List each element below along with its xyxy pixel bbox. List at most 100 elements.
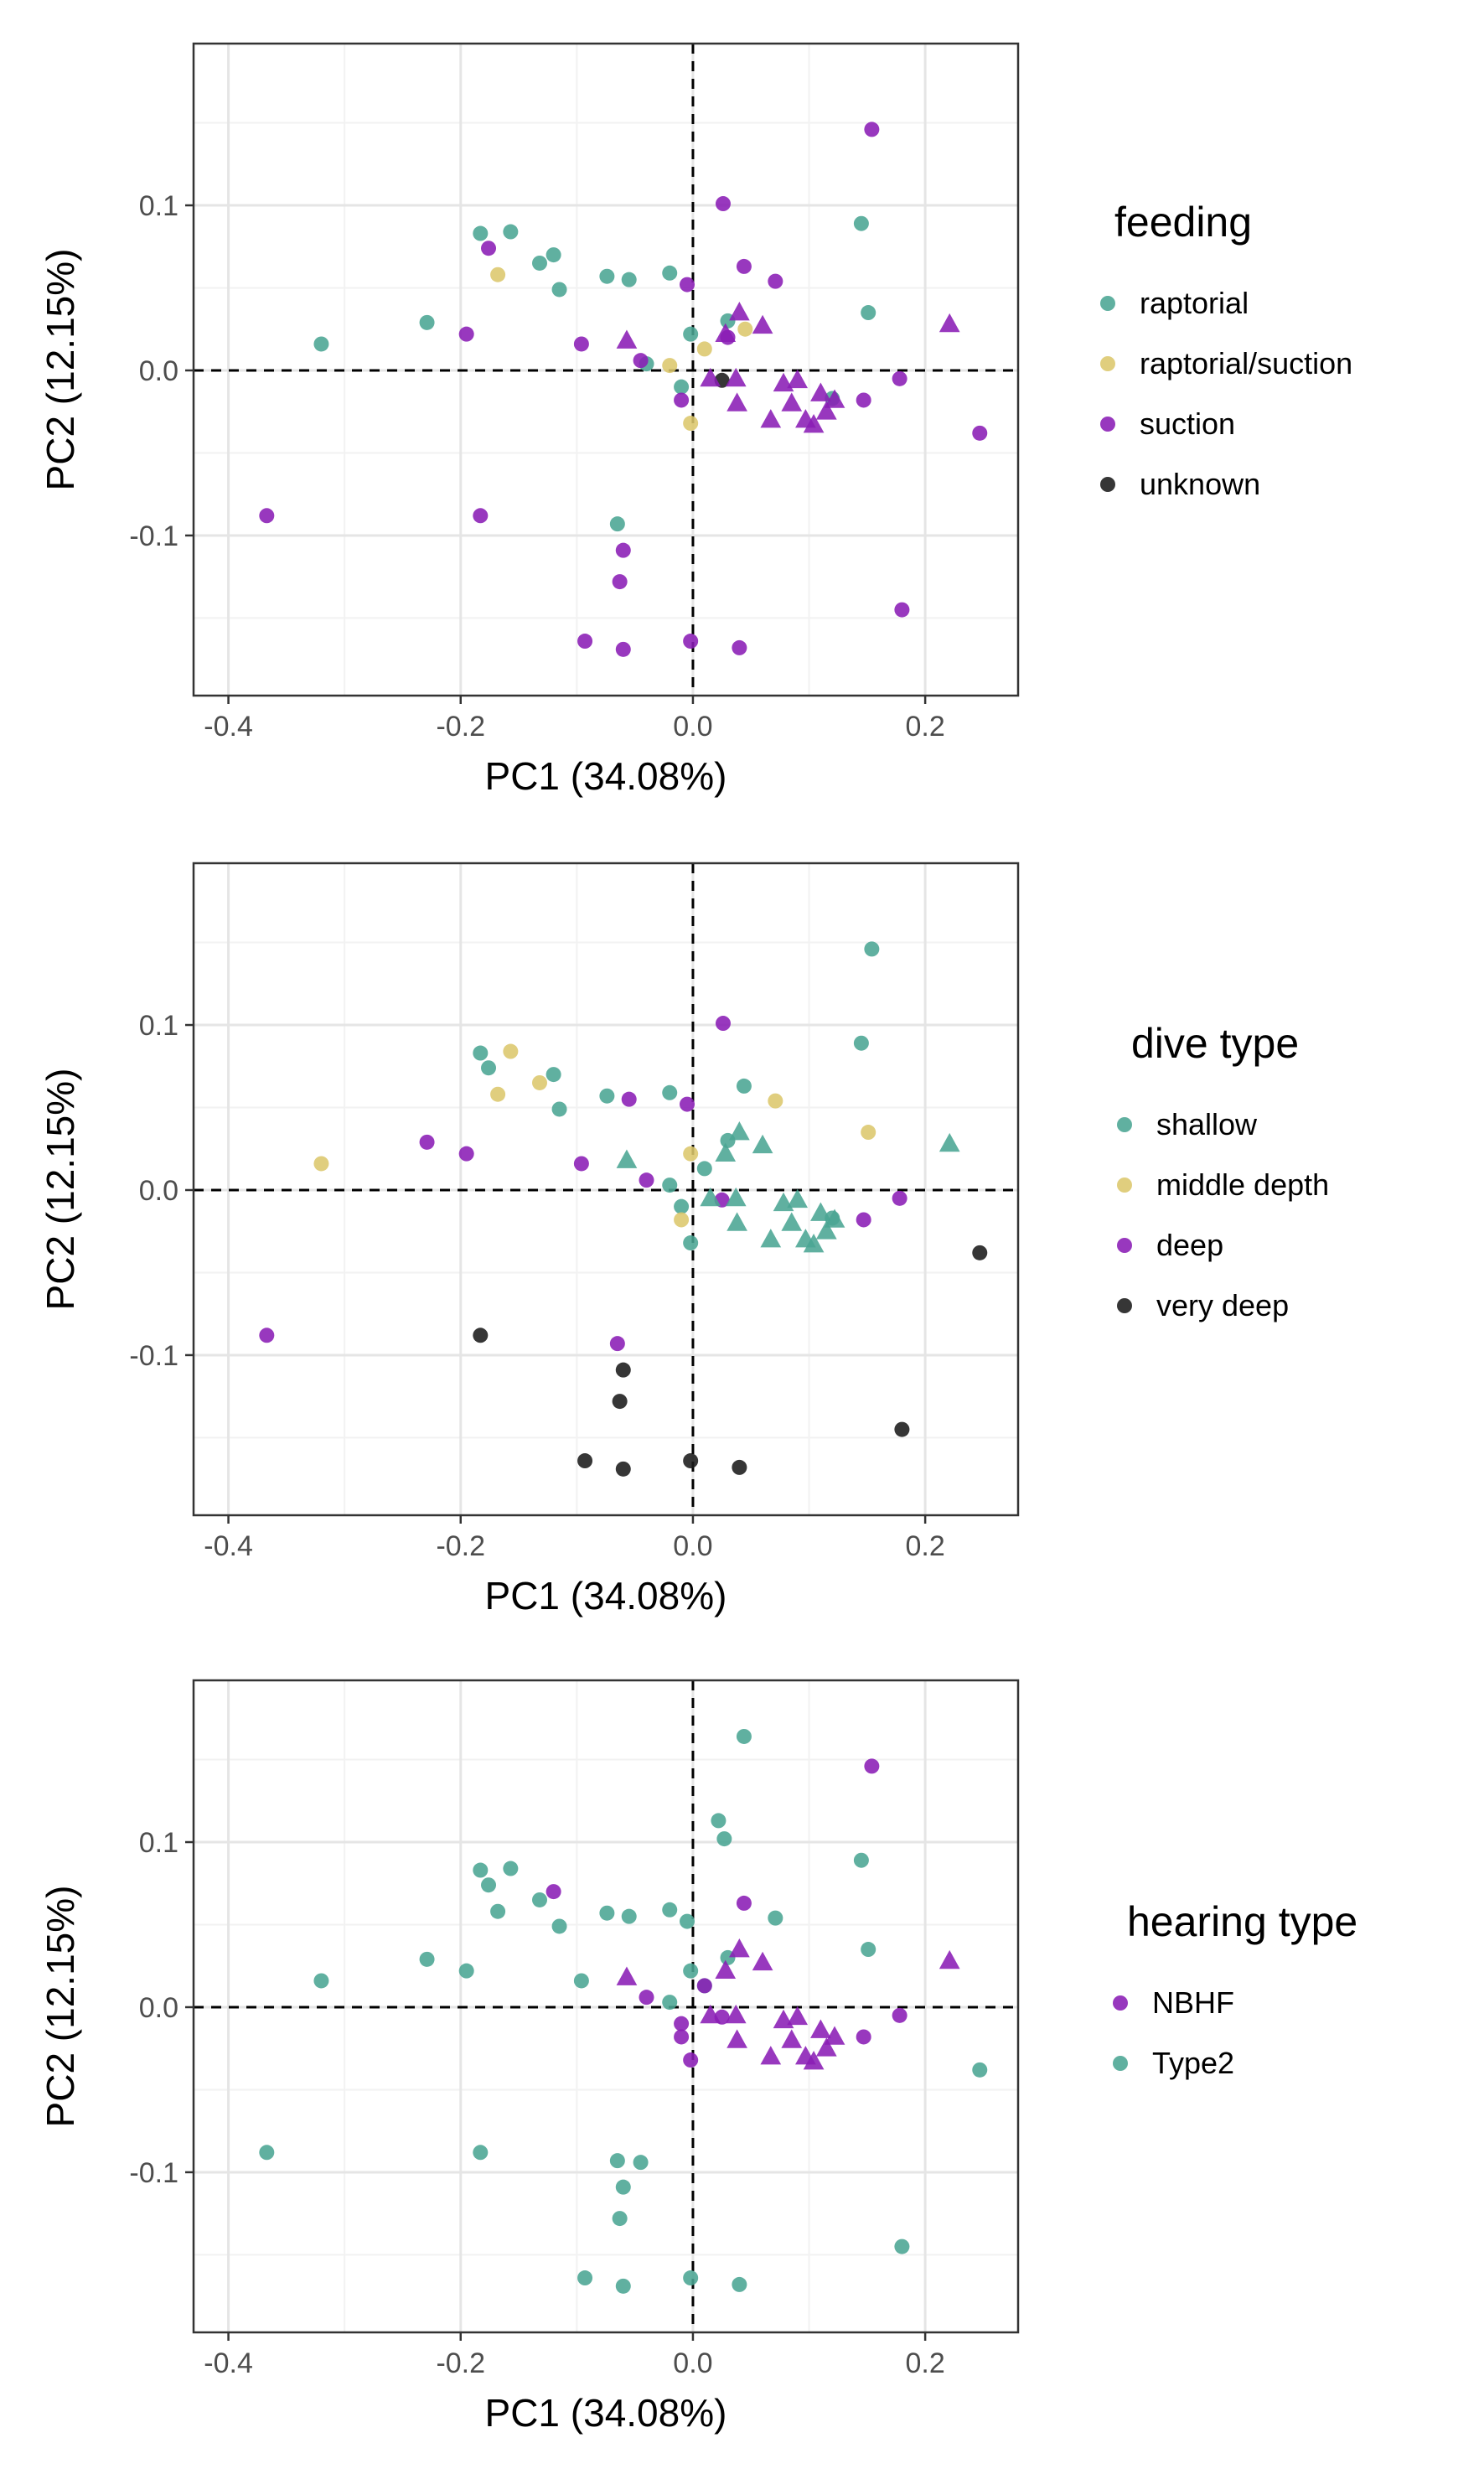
data-point	[861, 1125, 876, 1141]
data-point	[599, 1088, 615, 1104]
data-point	[612, 1394, 628, 1410]
data-point	[609, 2153, 625, 2169]
x-tick-label: -0.4	[204, 2347, 253, 2379]
scatter-panel-1: -0.4 -0.2 0.0 0.2 -0.1 0.0 0.1 PC1 (34.08%) PC2 …	[39, 42, 1352, 798]
data-point	[736, 258, 752, 274]
data-point	[715, 196, 731, 212]
data-point-triangle	[726, 392, 747, 411]
x-tick-label: -0.2	[436, 1530, 485, 1562]
data-point	[683, 1235, 699, 1251]
data-point	[696, 341, 712, 357]
data-point	[864, 1758, 880, 1774]
data-point	[711, 1813, 726, 1829]
data-point-triangle	[715, 323, 737, 343]
data-point-triangle	[726, 2029, 747, 2048]
legend-label: middle depth	[1156, 1167, 1329, 1202]
data-point	[615, 542, 631, 558]
y-tick-label: 0.0	[139, 1992, 178, 2024]
data-point-triangle	[729, 1121, 750, 1141]
x-tick-label: 0.2	[905, 1530, 944, 1562]
data-point	[615, 2179, 631, 2195]
data-point-triangle	[938, 1132, 960, 1152]
data-point-triangle	[700, 1187, 721, 1207]
data-point	[683, 634, 699, 650]
data-point	[490, 1086, 506, 1102]
data-point	[674, 379, 690, 395]
data-point	[736, 1078, 752, 1094]
data-point-triangle	[787, 2006, 809, 2026]
data-point	[621, 272, 637, 287]
data-point	[972, 425, 988, 441]
data-point-triangle	[752, 314, 773, 334]
data-point-triangle	[787, 369, 809, 389]
data-point-triangle	[824, 1209, 845, 1228]
data-point	[856, 1212, 871, 1228]
data-point-triangle	[725, 2004, 747, 2024]
data-point	[481, 1060, 497, 1076]
data-point	[732, 2276, 747, 2292]
data-point	[715, 1016, 731, 1032]
data-point	[674, 2016, 690, 2031]
data-point-triangle	[815, 401, 837, 420]
y-tick-label: 0.0	[139, 355, 178, 387]
data-point	[577, 634, 593, 650]
data-point	[473, 1328, 489, 1343]
legend-label: Type2	[1152, 2046, 1234, 2080]
legend-key	[1117, 1238, 1132, 1253]
data-point	[674, 1212, 690, 1228]
data-point	[972, 1245, 988, 1260]
data-point-triangle	[938, 313, 960, 333]
data-point	[683, 2052, 699, 2068]
data-point	[683, 1146, 699, 1162]
data-point	[599, 1905, 615, 1921]
data-point	[972, 2062, 988, 2078]
legend-label: suction	[1140, 406, 1235, 441]
data-point	[736, 1728, 752, 1744]
legend-label: shallow	[1156, 1107, 1258, 1141]
data-point-triangle	[781, 1212, 803, 1231]
data-point	[680, 1096, 695, 1112]
data-point-triangle	[616, 1966, 638, 1985]
data-point-triangle	[781, 2029, 803, 2048]
data-point-triangle	[787, 1188, 809, 1209]
y-tick-label: 0.1	[139, 1010, 178, 1042]
x-tick-label: -0.4	[204, 711, 253, 743]
data-point-triangle	[938, 1949, 960, 1969]
data-point	[853, 1852, 869, 1868]
data-point	[577, 2270, 593, 2286]
data-point-triangle	[752, 1951, 773, 1971]
y-tick-label: 0.0	[139, 1175, 178, 1207]
data-point	[615, 2278, 631, 2294]
data-point	[599, 268, 615, 284]
data-point	[892, 1190, 907, 1206]
legend-label: raptorial/suction	[1140, 346, 1352, 380]
data-point	[503, 1861, 519, 1876]
data-point	[683, 2270, 699, 2286]
data-point	[674, 392, 690, 408]
x-tick-label: -0.2	[436, 2347, 485, 2379]
data-point	[532, 1892, 548, 1907]
data-point-triangle	[725, 367, 747, 387]
data-point	[313, 1973, 329, 1989]
data-point	[551, 1101, 567, 1117]
data-point	[551, 282, 567, 298]
data-point	[259, 2145, 275, 2161]
y-axis-title: PC2 (12.15%)	[39, 249, 82, 491]
scatter-panel-2: -0.4 -0.2 0.0 0.2 -0.1 0.0 0.1 PC1 (34.08%) PC2 …	[39, 862, 1329, 1617]
data-point	[853, 1035, 869, 1051]
data-point	[546, 1884, 561, 1900]
data-point	[768, 1910, 783, 1926]
y-axis-title: PC2 (12.15%)	[39, 1069, 82, 1311]
data-point	[419, 1134, 435, 1150]
data-point	[894, 602, 910, 618]
data-point	[615, 641, 631, 657]
data-point	[662, 358, 678, 374]
x-tick-label: 0.2	[905, 2347, 944, 2379]
data-point	[573, 336, 589, 352]
legend-title: hearing type	[1127, 1898, 1357, 1945]
data-point	[473, 1862, 489, 1878]
data-point-triangle	[803, 413, 825, 433]
data-point-triangle	[803, 1233, 825, 1253]
data-point	[621, 1908, 637, 1924]
